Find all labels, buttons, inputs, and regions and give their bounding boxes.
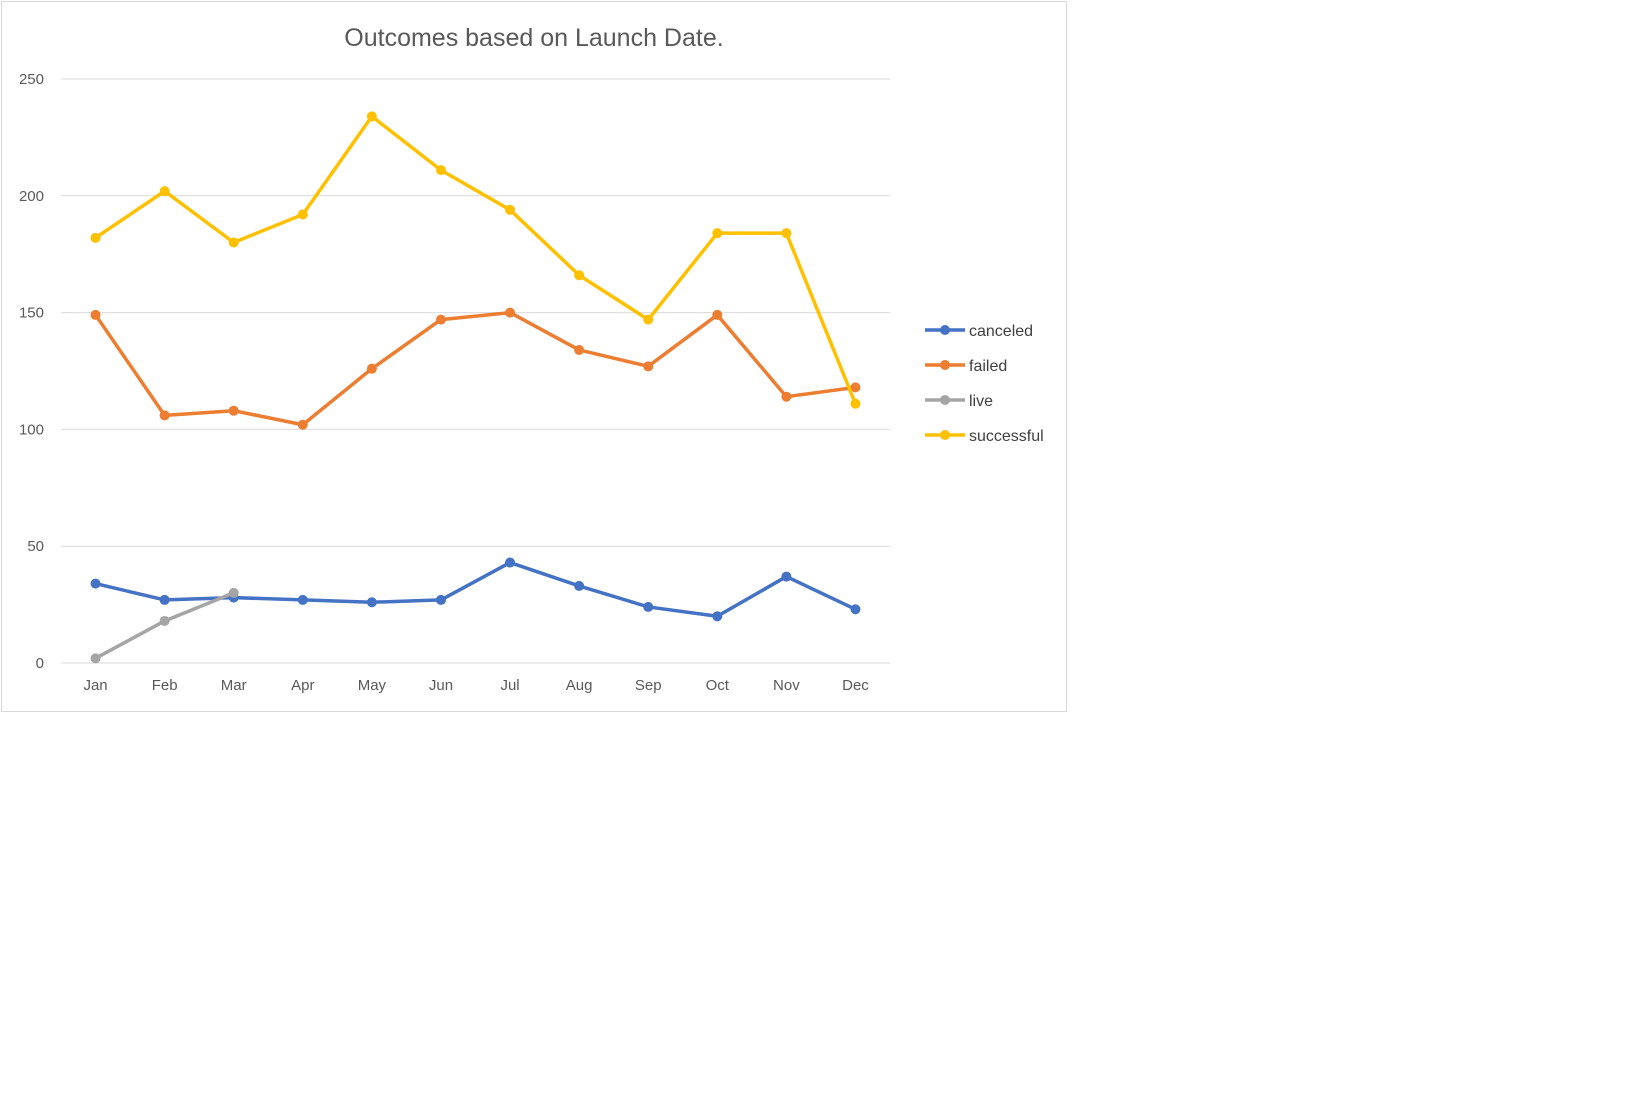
chart-title: Outcomes based on Launch Date. [344, 24, 723, 52]
series-failed [90, 307, 861, 430]
data-point-failed [228, 405, 239, 416]
data-point-successful [850, 398, 861, 409]
legend-label: failed [969, 358, 1007, 375]
data-point-successful [712, 228, 723, 239]
data-point-canceled [366, 597, 377, 608]
data-point-successful [366, 111, 377, 122]
x-axis-ticks: Jan Feb Mar Apr May Jun Jul Aug Sep Oct Nov Dec [83, 677, 869, 694]
data-point-canceled [435, 594, 446, 605]
data-point-successful [159, 186, 170, 197]
legend-item-canceled: canceled [925, 323, 1033, 340]
data-point-canceled [159, 594, 170, 605]
y-axis-ticks: 0 50 100 150 200 250 [19, 71, 44, 672]
x-tick-label: Dec [842, 677, 869, 694]
data-point-canceled [781, 571, 792, 582]
series-canceled [90, 557, 861, 622]
x-tick-label: Nov [773, 677, 800, 694]
series-line-failed [93, 310, 858, 427]
legend: canceled failed live successful [925, 323, 1044, 445]
legend-label: successful [969, 428, 1044, 445]
data-point-canceled [297, 594, 308, 605]
series-live [90, 587, 239, 664]
series-line-canceled [93, 560, 858, 619]
data-point-successful [435, 165, 446, 176]
legend-label: canceled [969, 323, 1033, 340]
y-tick-label: 50 [27, 538, 44, 555]
data-point-canceled [574, 580, 585, 591]
y-tick-label: 150 [19, 305, 44, 322]
data-point-failed [781, 391, 792, 402]
data-point-canceled [643, 601, 654, 612]
y-tick-label: 200 [19, 188, 44, 205]
x-tick-label: May [358, 677, 387, 694]
series-line-successful [93, 114, 858, 406]
chart-frame: Outcomes based on Launch Date. 0 50 100 150… [1, 1, 1067, 712]
data-point-successful [90, 232, 101, 243]
data-point-failed [297, 419, 308, 430]
x-tick-label: Sep [635, 677, 662, 694]
data-point-failed [574, 344, 585, 355]
y-tick-label: 0 [36, 655, 44, 672]
data-point-successful [505, 204, 516, 215]
data-point-canceled [712, 611, 723, 622]
y-tick-label: 100 [19, 421, 44, 438]
data-point-canceled [90, 578, 101, 589]
legend-item-failed: failed [925, 358, 1007, 375]
data-point-successful [781, 228, 792, 239]
x-tick-label: Apr [291, 677, 314, 694]
legend-marker [940, 360, 950, 370]
x-tick-label: Jul [500, 677, 519, 694]
data-point-canceled [850, 604, 861, 615]
x-tick-label: Feb [152, 677, 178, 694]
data-point-live [90, 653, 101, 664]
data-point-successful [643, 314, 654, 325]
data-point-live [228, 587, 239, 598]
data-point-failed [505, 307, 516, 318]
data-point-successful [228, 237, 239, 248]
data-point-successful [574, 270, 585, 281]
legend-item-live: live [925, 393, 993, 410]
data-point-live [159, 615, 170, 626]
data-point-failed [435, 314, 446, 325]
x-tick-label: Jan [83, 677, 107, 694]
data-point-failed [366, 363, 377, 374]
x-tick-label: Aug [566, 677, 593, 694]
series-successful [90, 111, 861, 409]
data-point-failed [643, 361, 654, 372]
legend-label: live [969, 393, 993, 410]
legend-marker [940, 395, 950, 405]
line-chart: Outcomes based on Launch Date. 0 50 100 150… [19, 24, 1044, 694]
data-point-failed [850, 382, 861, 393]
data-point-failed [90, 309, 101, 320]
x-tick-label: Mar [221, 677, 247, 694]
data-point-canceled [505, 557, 516, 568]
data-point-successful [297, 209, 308, 220]
x-tick-label: Oct [706, 677, 730, 694]
data-point-failed [159, 410, 170, 421]
data-point-failed [712, 309, 723, 320]
y-tick-label: 250 [19, 71, 44, 88]
legend-item-successful: successful [925, 428, 1044, 445]
gridlines [61, 78, 890, 664]
legend-marker [940, 430, 950, 440]
legend-marker [940, 325, 950, 335]
x-tick-label: Jun [429, 677, 453, 694]
series-group [90, 111, 861, 664]
